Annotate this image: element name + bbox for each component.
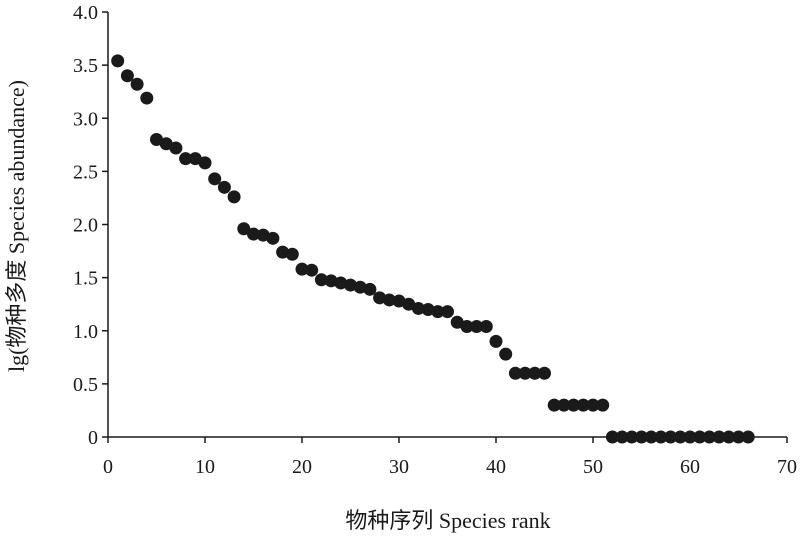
data-point [266,231,280,245]
data-point [295,262,309,276]
data-point [489,334,503,348]
axes: 0 0.5 1.0 1.5 2.0 2.5 3.0 3.5 4.0 0 10 20 30 40 50 60 70 [73,2,797,478]
data-point [431,305,445,319]
data-point [722,430,736,444]
data-point [344,278,357,292]
data-point [664,430,678,444]
data-point [421,303,435,316]
data-point [702,430,716,444]
data-point [683,430,697,444]
data-point [712,430,726,444]
x-tick-label: 20 [292,456,312,478]
data-point [120,69,134,83]
data-point [508,366,522,380]
data-point [140,91,154,105]
x-axis-title: 物种序列 Species rank [345,508,550,533]
data-point [198,156,212,170]
data-point [217,180,231,194]
data-point [450,315,464,329]
data-point [130,77,144,91]
y-tick-label: 0.5 [73,374,98,396]
data-point [460,320,474,333]
data-point [411,301,425,315]
data-point [441,305,454,319]
x-tick-label: 70 [777,456,797,478]
data-point [605,430,619,444]
data-point [596,398,610,412]
data-point [402,297,416,311]
data-point [654,430,668,444]
y-axis-title: lg(物种多度 Species abundance) [4,80,29,372]
data-point [276,245,290,259]
data-point [576,398,590,412]
data-point [479,320,493,333]
x-tick-label: 40 [486,456,506,478]
y-tick-label: 1.5 [73,268,98,290]
data-point [237,222,251,236]
data-point [625,430,639,444]
data-point [382,293,396,307]
data-point [557,398,571,412]
data-point [615,430,629,444]
y-tick-label: 1.0 [73,321,98,343]
data-point [305,263,319,277]
data-point [169,141,183,155]
y-tick-label: 2.5 [73,161,98,183]
data-point [673,430,687,444]
x-tick-label: 50 [583,456,603,478]
data-point [159,137,173,151]
data-point [363,282,377,296]
data-point [314,273,328,287]
data-point [150,133,163,146]
data-point [741,430,755,444]
data-point [247,227,260,241]
data-point [732,430,745,444]
data-point [635,430,648,444]
data-point [538,366,551,380]
data-point [285,247,299,261]
data-point [644,430,658,444]
data-point [188,152,202,166]
y-tick-label: 0 [88,427,98,449]
y-tick-label: 4.0 [73,2,98,24]
data-point [373,291,387,305]
data-point [470,320,484,333]
data-point [499,347,513,361]
x-tick-label: 60 [680,456,700,478]
data-point [528,366,542,380]
y-tick-label: 3.0 [73,108,98,130]
y-tick-label: 2.0 [73,215,98,237]
data-point [353,280,367,294]
data-point [518,366,532,380]
data-point [208,172,222,186]
data-points [111,54,755,444]
data-point [547,398,561,412]
data-point [693,430,707,444]
data-point [111,54,125,68]
x-tick-label: 30 [389,456,409,478]
data-point [227,190,241,204]
data-point [179,152,193,166]
data-point [324,274,338,288]
data-point [586,398,600,412]
x-tick-label: 0 [103,456,113,478]
data-point [334,276,348,290]
data-point [567,398,581,412]
y-tick-label: 3.5 [73,55,98,77]
x-tick-label: 10 [195,456,215,478]
